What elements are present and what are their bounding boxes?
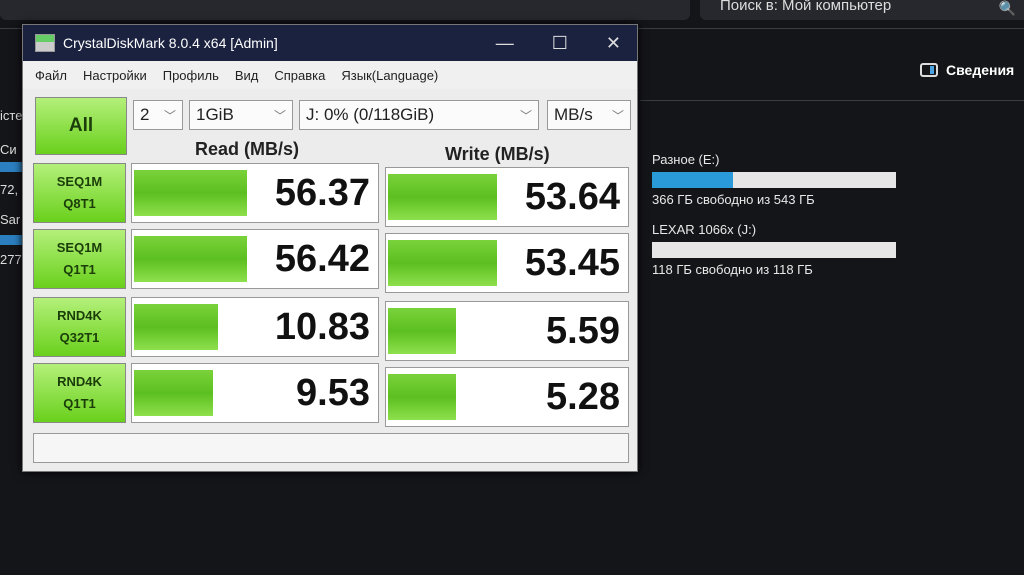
all-label: All <box>68 115 94 136</box>
left-fragment: істе <box>0 108 23 123</box>
status-bar <box>33 433 629 463</box>
size-select[interactable]: 1GiB ﹀ <box>189 100 293 130</box>
read-value: 56.42 <box>274 238 370 280</box>
write-bar <box>388 308 456 354</box>
details-pane-icon <box>920 63 938 77</box>
window-title: CrystalDiskMark 8.0.4 x64 [Admin] <box>63 35 278 51</box>
unit-value: MB/s <box>554 105 593 124</box>
read-bar <box>134 170 248 216</box>
read-result: 9.53 <box>131 363 379 423</box>
test-name: SEQ1M <box>56 240 103 255</box>
menu-help[interactable]: Справка <box>274 67 326 83</box>
divider <box>640 100 1024 101</box>
chevron-down-icon: ﹀ <box>611 108 624 123</box>
left-fragment: 277 <box>0 252 22 267</box>
write-bar <box>388 374 456 420</box>
title-bar[interactable]: CrystalDiskMark 8.0.4 x64 [Admin] — ☐ ✕ <box>23 25 637 61</box>
read-header: Read (MB/s) <box>195 139 300 159</box>
menu-file[interactable]: Файл <box>35 67 67 83</box>
write-header: Write (MB/s) <box>445 144 550 164</box>
test-params: Q8T1 <box>63 196 96 211</box>
drive-select[interactable]: J: 0% (0/118GiB) ﹀ <box>299 100 539 130</box>
test-button[interactable]: SEQ1M Q1T1 <box>33 229 126 289</box>
write-value: 53.45 <box>524 242 620 284</box>
test-button[interactable]: SEQ1M Q8T1 <box>33 163 126 223</box>
read-result: 10.83 <box>131 297 379 357</box>
test-name: SEQ1M <box>56 174 103 189</box>
write-result: 5.59 <box>385 301 629 361</box>
app-logo-icon <box>35 34 55 52</box>
menu-settings[interactable]: Настройки <box>82 67 147 83</box>
left-fragment: 72, <box>0 182 19 197</box>
test-name: RND4K <box>57 374 102 389</box>
chevron-down-icon: ﹀ <box>273 108 286 123</box>
write-result: 53.64 <box>385 167 629 227</box>
read-value: 10.83 <box>274 306 370 348</box>
write-value: 5.28 <box>546 376 620 418</box>
read-result: 56.42 <box>131 229 379 289</box>
left-fragment: Си <box>0 142 17 157</box>
search-box[interactable]: Поиск в: Мой компьютер 🔍 <box>700 0 1024 20</box>
menu-bar: Файл Настройки Профиль Вид Справка Язык(… <box>23 61 637 89</box>
unit-select[interactable]: MB/s ﹀ <box>547 100 631 130</box>
write-result: 5.28 <box>385 367 629 427</box>
drive-value: J: 0% (0/118GiB) <box>306 105 435 124</box>
write-bar <box>388 240 497 286</box>
test-button[interactable]: RND4K Q32T1 <box>33 297 126 357</box>
drive-free: 118 ГБ свободно из 118 ГБ <box>652 262 813 277</box>
close-button[interactable]: ✕ <box>605 32 621 53</box>
read-bar <box>134 236 248 282</box>
all-button[interactable]: All <box>35 97 127 155</box>
left-drive-bar <box>0 162 22 172</box>
read-value: 9.53 <box>296 372 370 414</box>
chevron-down-icon: ﹀ <box>163 108 176 123</box>
drive-e[interactable]: Разное (E:) 366 ГБ свободно из 543 ГБ <box>652 152 896 207</box>
drive-name: LEXAR 1066x (J:) <box>652 222 757 237</box>
test-params: Q32T1 <box>59 330 100 345</box>
test-button[interactable]: RND4K Q1T1 <box>33 363 126 423</box>
drive-usage-fill <box>652 172 733 188</box>
details-label: Сведения <box>946 62 1015 78</box>
test-params: Q1T1 <box>63 262 96 277</box>
read-result: 56.37 <box>131 163 379 223</box>
search-icon[interactable]: 🔍 <box>998 0 1016 16</box>
write-value: 5.59 <box>546 310 620 352</box>
left-drive-bar <box>0 235 22 245</box>
test-params: Q1T1 <box>63 396 96 411</box>
menu-language[interactable]: Язык(Language) <box>341 67 439 83</box>
drive-usage-bar <box>652 172 896 188</box>
drive-name: Разное (E:) <box>652 152 720 167</box>
minimize-button[interactable]: — <box>495 32 514 53</box>
write-value: 53.64 <box>524 176 620 218</box>
count-select[interactable]: 2 ﹀ <box>133 100 183 130</box>
crystaldiskmark-window: CrystalDiskMark 8.0.4 x64 [Admin] — ☐ ✕ Фа… <box>22 24 638 472</box>
menu-profile[interactable]: Профиль <box>162 67 219 83</box>
search-placeholder: Поиск в: Мой компьютер <box>720 0 892 14</box>
write-bar <box>388 174 497 220</box>
maximize-button[interactable]: ☐ <box>551 32 568 53</box>
count-value: 2 <box>140 105 150 124</box>
left-fragment: Sar <box>0 212 21 227</box>
drive-j[interactable]: LEXAR 1066x (J:) 118 ГБ свободно из 118 … <box>652 222 896 277</box>
drive-usage-bar <box>652 242 896 258</box>
size-value: 1GiB <box>196 105 234 124</box>
address-bar[interactable] <box>0 0 690 20</box>
chevron-down-icon: ﹀ <box>519 108 532 123</box>
write-result: 53.45 <box>385 233 629 293</box>
menu-view[interactable]: Вид <box>234 67 259 83</box>
test-name: RND4K <box>57 308 102 323</box>
read-bar <box>134 304 218 350</box>
read-bar <box>134 370 213 416</box>
read-value: 56.37 <box>274 172 370 214</box>
drive-free: 366 ГБ свободно из 543 ГБ <box>652 192 815 207</box>
details-button[interactable]: Сведения <box>920 62 1014 78</box>
